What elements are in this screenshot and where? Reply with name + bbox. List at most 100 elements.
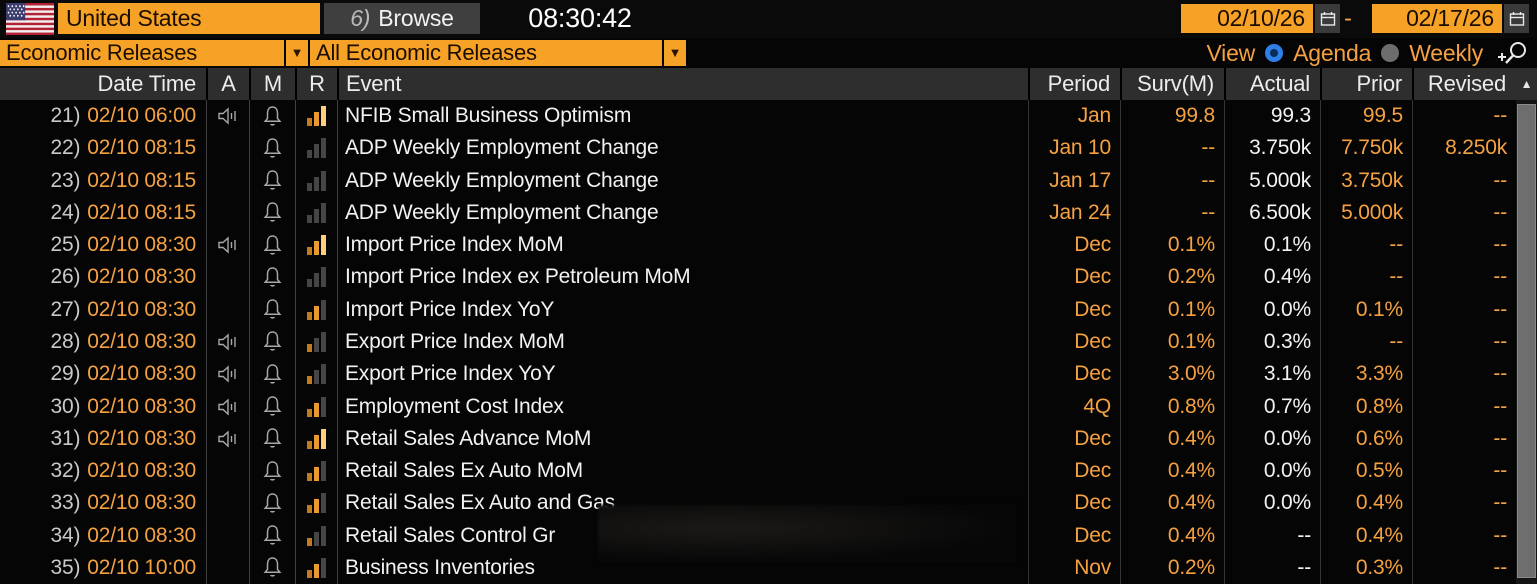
- event-cell[interactable]: Retail Sales Control Gr: [337, 519, 1028, 552]
- bell-icon[interactable]: [262, 265, 283, 290]
- row-number[interactable]: 35): [50, 555, 81, 579]
- event-cell[interactable]: Employment Cost Index: [337, 390, 1028, 423]
- event-cell[interactable]: Import Price Index ex Petroleum MoM: [337, 261, 1028, 294]
- scrollbar-thumb[interactable]: [1517, 104, 1536, 578]
- category-dropdown[interactable]: Economic Releases: [0, 40, 284, 66]
- speaker-icon: [216, 106, 240, 126]
- header-event[interactable]: Event: [337, 68, 1028, 100]
- scroll-up-button[interactable]: ▲: [1516, 68, 1537, 100]
- view-label: View: [1206, 39, 1256, 66]
- bell-icon[interactable]: [262, 394, 283, 419]
- bell-icon[interactable]: [262, 362, 283, 387]
- header-period[interactable]: Period: [1028, 68, 1120, 100]
- event-cell[interactable]: ADP Weekly Employment Change: [337, 196, 1028, 230]
- row-number[interactable]: 32): [50, 459, 81, 483]
- date-to-input[interactable]: 02/17/26: [1372, 4, 1502, 33]
- event-cell[interactable]: Retail Sales Advance MoM: [337, 422, 1028, 455]
- subcategory-dropdown[interactable]: All Economic Releases: [310, 40, 662, 66]
- event-cell[interactable]: Retail Sales Ex Auto and Gas: [337, 487, 1028, 520]
- country-input[interactable]: United States: [58, 3, 320, 34]
- table-row[interactable]: 30) 02/10 08:30 Employment Cost Index 4Q 0.8…: [0, 390, 1516, 423]
- table-row[interactable]: 31) 02/10 08:30 Retail Sales Advance MoM De…: [0, 422, 1516, 455]
- header-relevance[interactable]: R: [295, 68, 337, 100]
- relevance-cell: [295, 196, 337, 230]
- date-from-input[interactable]: 02/10/26: [1181, 4, 1313, 33]
- table-row[interactable]: 28) 02/10 08:30 Export Price Index MoM Dec 0…: [0, 325, 1516, 359]
- event-cell[interactable]: Import Price Index YoY: [337, 293, 1028, 326]
- clock: 08:30:42: [528, 3, 632, 33]
- table-row[interactable]: 23) 02/10 08:15 ADP Weekly Employment Chan…: [0, 164, 1516, 197]
- table-row[interactable]: 29) 02/10 08:30 Export Price Index YoY Dec 3…: [0, 358, 1516, 391]
- row-number[interactable]: 23): [50, 168, 81, 192]
- row-number[interactable]: 26): [50, 265, 81, 289]
- date-from-calendar-button[interactable]: [1315, 4, 1340, 33]
- bell-icon[interactable]: [262, 329, 283, 354]
- row-number[interactable]: 25): [50, 233, 81, 257]
- table-row[interactable]: 32) 02/10 08:30 Retail Sales Ex Auto MoM De…: [0, 454, 1516, 488]
- header-actual[interactable]: Actual: [1224, 68, 1320, 100]
- table-row[interactable]: 26) 02/10 08:30 Import Price Index ex Petr…: [0, 261, 1516, 294]
- header-date-time[interactable]: Date Time: [0, 68, 206, 100]
- table-row[interactable]: 22) 02/10 08:15 ADP Weekly Employment Chan…: [0, 132, 1516, 165]
- event-cell[interactable]: Retail Sales Ex Auto MoM: [337, 454, 1028, 488]
- row-number[interactable]: 27): [50, 297, 81, 321]
- date-time-cell: 25) 02/10 08:30: [0, 229, 206, 261]
- bell-icon[interactable]: [262, 297, 283, 322]
- table-row[interactable]: 21) 02/10 06:00 NFIB Small Business Optimi…: [0, 100, 1516, 133]
- bell-icon[interactable]: [262, 168, 283, 193]
- table-row[interactable]: 34) 02/10 08:30 Retail Sales Control Gr Dec…: [0, 519, 1516, 552]
- row-number[interactable]: 24): [50, 200, 81, 224]
- header-survey[interactable]: Surv(M): [1120, 68, 1224, 100]
- event-cell[interactable]: ADP Weekly Employment Change: [337, 132, 1028, 165]
- period-cell: Jan 24: [1028, 196, 1120, 230]
- event-cell[interactable]: NFIB Small Business Optimism: [337, 100, 1028, 133]
- table-row[interactable]: 27) 02/10 08:30 Import Price Index YoY Dec 0…: [0, 293, 1516, 326]
- row-number[interactable]: 29): [50, 362, 81, 386]
- row-number[interactable]: 30): [50, 394, 81, 418]
- bell-icon[interactable]: [262, 555, 283, 580]
- speaker-icon: [216, 397, 240, 417]
- table-row[interactable]: 25) 02/10 08:30 Import Price Index MoM Dec 0…: [0, 229, 1516, 262]
- weekly-radio[interactable]: [1381, 44, 1400, 62]
- weekly-option-label[interactable]: Weekly: [1409, 39, 1483, 66]
- header-alert[interactable]: A: [206, 68, 249, 100]
- header-revised[interactable]: Revised: [1412, 68, 1516, 100]
- row-number[interactable]: 34): [50, 523, 81, 547]
- agenda-radio[interactable]: [1265, 44, 1284, 62]
- event-cell[interactable]: Export Price Index YoY: [337, 358, 1028, 391]
- table-row[interactable]: 24) 02/10 08:15 ADP Weekly Employment Chan…: [0, 196, 1516, 230]
- relevance-cell: [295, 487, 337, 520]
- row-number[interactable]: 28): [50, 329, 81, 353]
- event-cell[interactable]: Export Price Index MoM: [337, 325, 1028, 359]
- browse-button[interactable]: 6) Browse: [324, 3, 480, 34]
- event-cell[interactable]: ADP Weekly Employment Change: [337, 164, 1028, 197]
- table-row[interactable]: 33) 02/10 08:30 Retail Sales Ex Auto and G…: [0, 487, 1516, 520]
- revised-cell: --: [1412, 196, 1516, 230]
- bell-icon[interactable]: [262, 233, 283, 258]
- bell-icon[interactable]: [262, 136, 283, 161]
- zoom-search-icon[interactable]: [1495, 40, 1531, 66]
- row-number[interactable]: 33): [50, 491, 81, 515]
- table-row[interactable]: 35) 02/10 10:00 Business Inventories Nov 0.2…: [0, 551, 1516, 584]
- bell-icon[interactable]: [262, 200, 283, 225]
- vertical-scrollbar[interactable]: ▲: [1516, 68, 1537, 584]
- bell-icon[interactable]: [262, 104, 283, 129]
- event-cell[interactable]: Import Price Index MoM: [337, 229, 1028, 262]
- event-cell[interactable]: Business Inventories: [337, 551, 1028, 584]
- monitor-cell: [249, 487, 295, 520]
- bell-icon[interactable]: [262, 523, 283, 548]
- alert-cell: [206, 487, 249, 520]
- row-number[interactable]: 22): [50, 136, 81, 160]
- subcategory-dropdown-arrow-icon[interactable]: ▼: [664, 40, 686, 66]
- row-number[interactable]: 31): [50, 426, 81, 450]
- header-monitor[interactable]: M: [249, 68, 295, 100]
- agenda-option-label[interactable]: Agenda: [1293, 39, 1372, 66]
- date-to-calendar-button[interactable]: [1504, 4, 1529, 33]
- bell-icon[interactable]: [262, 426, 283, 451]
- row-number[interactable]: 21): [50, 104, 81, 128]
- category-dropdown-arrow-icon[interactable]: ▼: [286, 40, 308, 66]
- bell-icon[interactable]: [262, 491, 283, 516]
- bell-icon[interactable]: [262, 459, 283, 484]
- header-prior[interactable]: Prior: [1320, 68, 1412, 100]
- relevance-bars-icon: [305, 298, 329, 322]
